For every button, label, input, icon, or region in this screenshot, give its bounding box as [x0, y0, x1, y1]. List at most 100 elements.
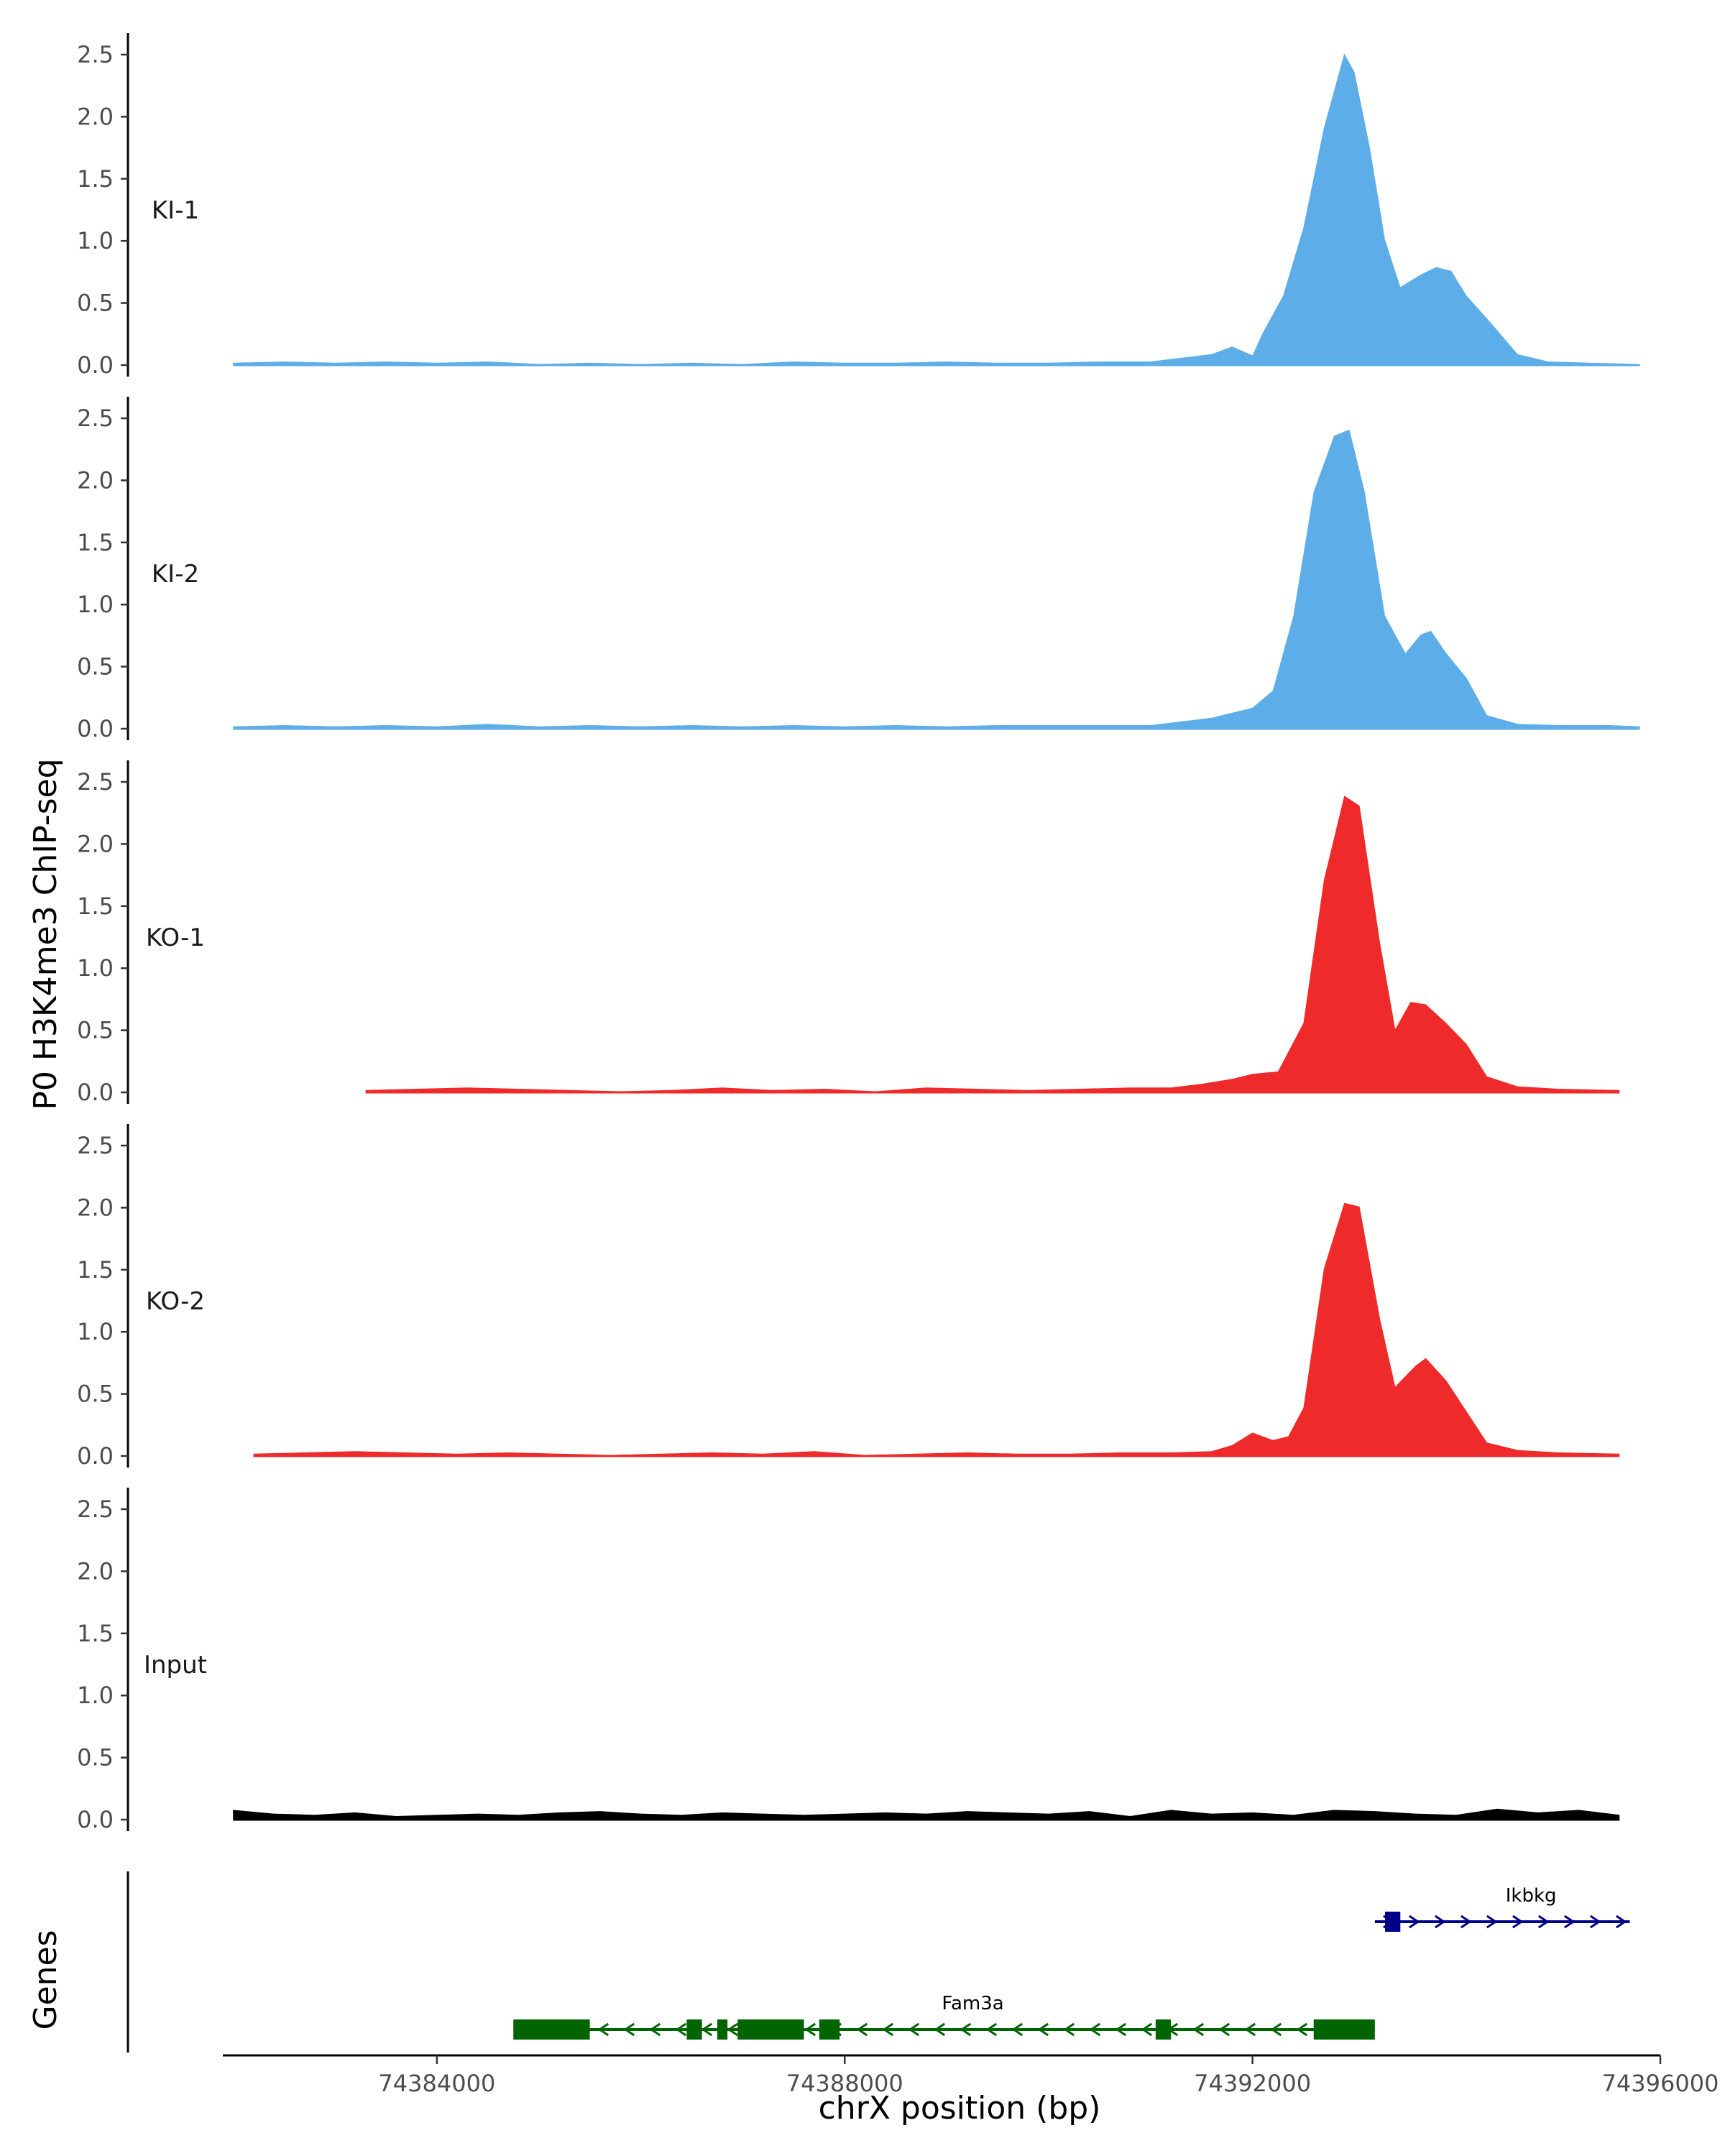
- strand-arrow: [1244, 2022, 1256, 2037]
- y-axis-title: P0 H3K4me3 ChIP-seq: [27, 758, 64, 1110]
- strand-arrow: [1192, 2022, 1205, 2037]
- strand-arrow: [1089, 2022, 1101, 2037]
- gene-exon: [737, 2019, 804, 2040]
- strand-arrow: [1409, 1915, 1420, 1929]
- strand-arrow: [934, 2022, 946, 2037]
- y-tick-label: 0.0: [77, 351, 114, 379]
- y-tick-label: 1.5: [77, 529, 114, 556]
- track-panel-ko-2: 0.0 0.5 1.0 1.5 2.0 2.5 KO-2: [77, 1124, 1620, 1470]
- y-tick-label: 2.0: [77, 1557, 114, 1585]
- strand-arrow: [1460, 1915, 1472, 1929]
- x-tick-label: 74384000: [378, 2070, 495, 2097]
- x-tick-label: 74396000: [1602, 2070, 1719, 2097]
- strand-arrow: [1616, 1915, 1627, 1929]
- strand-arrow: [1011, 2022, 1024, 2037]
- strand-arrow: [1063, 2022, 1075, 2037]
- gene-ikbkg: Ikbkg: [1374, 1885, 1630, 1932]
- strand-arrow: [1435, 1915, 1446, 1929]
- x-tick-label: 74388000: [786, 2070, 903, 2097]
- signal-area-ko-1: [365, 796, 1620, 1094]
- track-panel-ki-2: 0.0 0.5 1.0 1.5 2.0 2.5 KI-2: [77, 397, 1640, 742]
- strand-arrow: [882, 2022, 894, 2037]
- y-tick-label: 2.5: [77, 1496, 114, 1523]
- y-tick-label: 2.5: [77, 41, 114, 68]
- y-tick-label: 0.0: [77, 1442, 114, 1470]
- gene-exon: [717, 2019, 728, 2040]
- track-label-ko-1: KO-1: [146, 923, 205, 952]
- signal-area-input: [233, 1808, 1620, 1821]
- signal-area-ki-2: [233, 429, 1640, 730]
- y-tick-label: 1.0: [77, 591, 114, 618]
- strand-arrow: [1590, 1915, 1601, 1929]
- y-tick-label: 0.0: [77, 715, 114, 742]
- strand-arrow: [1538, 1915, 1550, 1929]
- genes-axis-title: Genes: [27, 1930, 64, 2030]
- strand-arrow: [1115, 2022, 1127, 2037]
- y-tick-label: 2.0: [77, 1194, 114, 1221]
- strand-arrow: [701, 2022, 713, 2037]
- y-tick-label: 1.5: [77, 1620, 114, 1647]
- strand-arrow: [1486, 1915, 1498, 1929]
- strand-arrow: [1037, 2022, 1049, 2037]
- y-tick-label: 1.5: [77, 893, 114, 920]
- strand-arrow: [1564, 1915, 1576, 1929]
- strand-arrow: [649, 2022, 661, 2037]
- y-tick-label: 0.0: [77, 1079, 114, 1106]
- y-tick-label: 1.0: [77, 1682, 114, 1709]
- y-tick-label: 0.5: [77, 1017, 114, 1044]
- genes-panel: Fam3a Ikbkg: [126, 1871, 1630, 2053]
- tracks-layer: 0.0 0.5 1.0 1.5 2.0 2.5 KI-1 0.0 0.5 1.0 1.5 2.0 2.5…: [77, 33, 1640, 1833]
- y-tick-label: 1.0: [77, 227, 114, 254]
- strand-arrow: [727, 2022, 739, 2037]
- y-tick-label: 1.0: [77, 1318, 114, 1345]
- y-tick-label: 1.5: [77, 165, 114, 193]
- strand-arrow: [960, 2022, 972, 2037]
- y-tick-label: 2.0: [77, 103, 114, 130]
- y-tick-label: 0.5: [77, 290, 114, 317]
- gene-exon: [686, 2019, 702, 2040]
- gene-label-ikbkg: Ikbkg: [1506, 1885, 1557, 1907]
- y-tick-label: 2.5: [77, 768, 114, 796]
- track-label-input: Input: [144, 1651, 207, 1680]
- track-panel-ki-1: 0.0 0.5 1.0 1.5 2.0 2.5 KI-1: [77, 33, 1640, 379]
- gene-label-fam3a: Fam3a: [942, 1993, 1003, 2014]
- gene-exon: [1313, 2019, 1375, 2040]
- strand-arrow: [908, 2022, 920, 2037]
- strand-arrow: [1270, 2022, 1282, 2037]
- x-axis: 74384000 74388000 74392000 74396000: [223, 2054, 1719, 2097]
- y-tick-label: 1.0: [77, 954, 114, 982]
- strand-arrow: [623, 2022, 635, 2037]
- strand-arrow: [597, 2022, 610, 2037]
- gene-exon: [1155, 2019, 1172, 2040]
- y-tick-label: 1.5: [77, 1256, 114, 1284]
- strand-arrow: [1141, 2022, 1153, 2037]
- strand-arrow: [804, 2022, 816, 2037]
- track-label-ko-2: KO-2: [146, 1287, 205, 1316]
- gene-exon: [1385, 1912, 1401, 1932]
- strand-arrow: [1218, 2022, 1230, 2037]
- x-tick-label: 74392000: [1194, 2070, 1311, 2097]
- strand-arrow: [675, 2022, 687, 2037]
- gene-fam3a: Fam3a: [513, 1993, 1375, 2040]
- y-tick-label: 0.0: [77, 1806, 114, 1833]
- strand-arrow: [1512, 1915, 1524, 1929]
- y-tick-label: 2.0: [77, 830, 114, 857]
- y-tick-label: 2.0: [77, 466, 114, 494]
- y-tick-label: 0.5: [77, 1744, 114, 1772]
- y-tick-label: 2.5: [77, 405, 114, 432]
- signal-area-ki-1: [233, 53, 1640, 367]
- y-tick-label: 0.5: [77, 653, 114, 681]
- strand-arrow: [1296, 2022, 1308, 2037]
- y-tick-label: 2.5: [77, 1132, 114, 1159]
- strand-arrow: [856, 2022, 868, 2037]
- gene-exon: [513, 2019, 590, 2040]
- gene-exon: [819, 2019, 840, 2040]
- track-label-ki-1: KI-1: [152, 196, 199, 225]
- signal-area-ko-2: [253, 1202, 1620, 1457]
- track-label-ki-2: KI-2: [152, 560, 199, 589]
- x-axis-title: chrX position (bp): [819, 2090, 1101, 2127]
- y-tick-label: 0.5: [77, 1381, 114, 1408]
- track-panel-ko-1: 0.0 0.5 1.0 1.5 2.0 2.5 KO-1: [77, 760, 1620, 1106]
- track-panel-input: 0.0 0.5 1.0 1.5 2.0 2.5 Input: [77, 1488, 1620, 1833]
